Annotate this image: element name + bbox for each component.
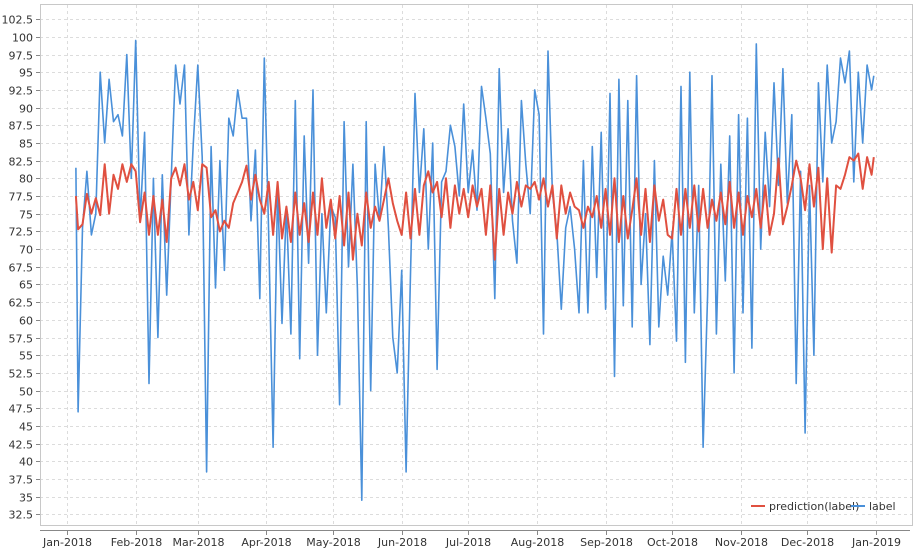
x-tick-label: Oct-2018	[647, 536, 698, 549]
y-tick-label: 55	[19, 350, 33, 363]
y-tick-label: 70	[19, 244, 33, 257]
x-tick-label: Jun-2018	[377, 536, 427, 549]
series-line-prediction	[74, 152, 875, 261]
y-tick-label: 87.5	[9, 120, 34, 133]
y-tick-label: 52.5	[9, 368, 34, 381]
x-tick-label: Jul-2018	[445, 536, 491, 549]
x-tick-label: Mar-2018	[172, 536, 224, 549]
x-tick-label: Jan-2019	[851, 536, 901, 549]
y-tick-label: 85	[19, 138, 33, 151]
y-tick-label: 42.5	[9, 439, 34, 452]
x-tick-label: Apr-2018	[241, 536, 291, 549]
x-tick-label: Dec-2018	[781, 536, 834, 549]
legend-label: prediction(label)	[769, 500, 859, 513]
y-tick-label: 40	[19, 456, 33, 469]
y-tick-label: 47.5	[9, 403, 34, 416]
y-tick-label: 90	[19, 103, 33, 116]
plot-area	[40, 4, 913, 526]
y-tick-label: 32.5	[9, 509, 34, 522]
legend-label: label	[869, 500, 896, 513]
y-tick-label: 80	[19, 173, 33, 186]
series-layer	[74, 39, 875, 502]
y-tick-label: 82.5	[9, 156, 34, 169]
y-tick-label: 57.5	[9, 333, 34, 346]
y-tick-label: 75	[19, 209, 33, 222]
y-tick-label: 60	[19, 315, 33, 328]
x-tick-label: Sep-2018	[580, 536, 633, 549]
x-tick-label: Feb-2018	[111, 536, 162, 549]
y-tick-label: 65	[19, 279, 33, 292]
x-tick-label: Nov-2018	[715, 536, 768, 549]
y-axis-ticks: 32.5 35 37.5 40 42.5 45 47.5 50 52.5 55 57.5 60 62.5…	[2, 14, 40, 522]
y-tick-label: 102.5	[2, 14, 34, 27]
legend: prediction(label) label	[751, 500, 896, 513]
y-tick-label: 50	[19, 386, 33, 399]
y-tick-label: 97.5	[9, 50, 34, 63]
y-tick-label: 100	[12, 32, 33, 45]
y-tick-label: 35	[19, 492, 33, 505]
x-axis-ticks: Jan-2018 Feb-2018 Mar-2018 Apr-2018 May-2018…	[42, 531, 901, 549]
grid-lines	[40, 5, 912, 525]
y-tick-label: 67.5	[9, 262, 34, 275]
y-tick-label: 37.5	[9, 474, 34, 487]
y-tick-label: 92.5	[9, 85, 34, 98]
x-tick-label: Aug-2018	[511, 536, 564, 549]
x-tick-label: May-2018	[306, 536, 361, 549]
y-tick-label: 95	[19, 67, 33, 80]
x-tick-label: Jan-2018	[42, 536, 92, 549]
series-line-label	[75, 39, 875, 502]
y-tick-label: 77.5	[9, 191, 34, 204]
y-tick-label: 45	[19, 421, 33, 434]
y-tick-label: 72.5	[9, 226, 34, 239]
y-tick-label: 62.5	[9, 297, 34, 310]
